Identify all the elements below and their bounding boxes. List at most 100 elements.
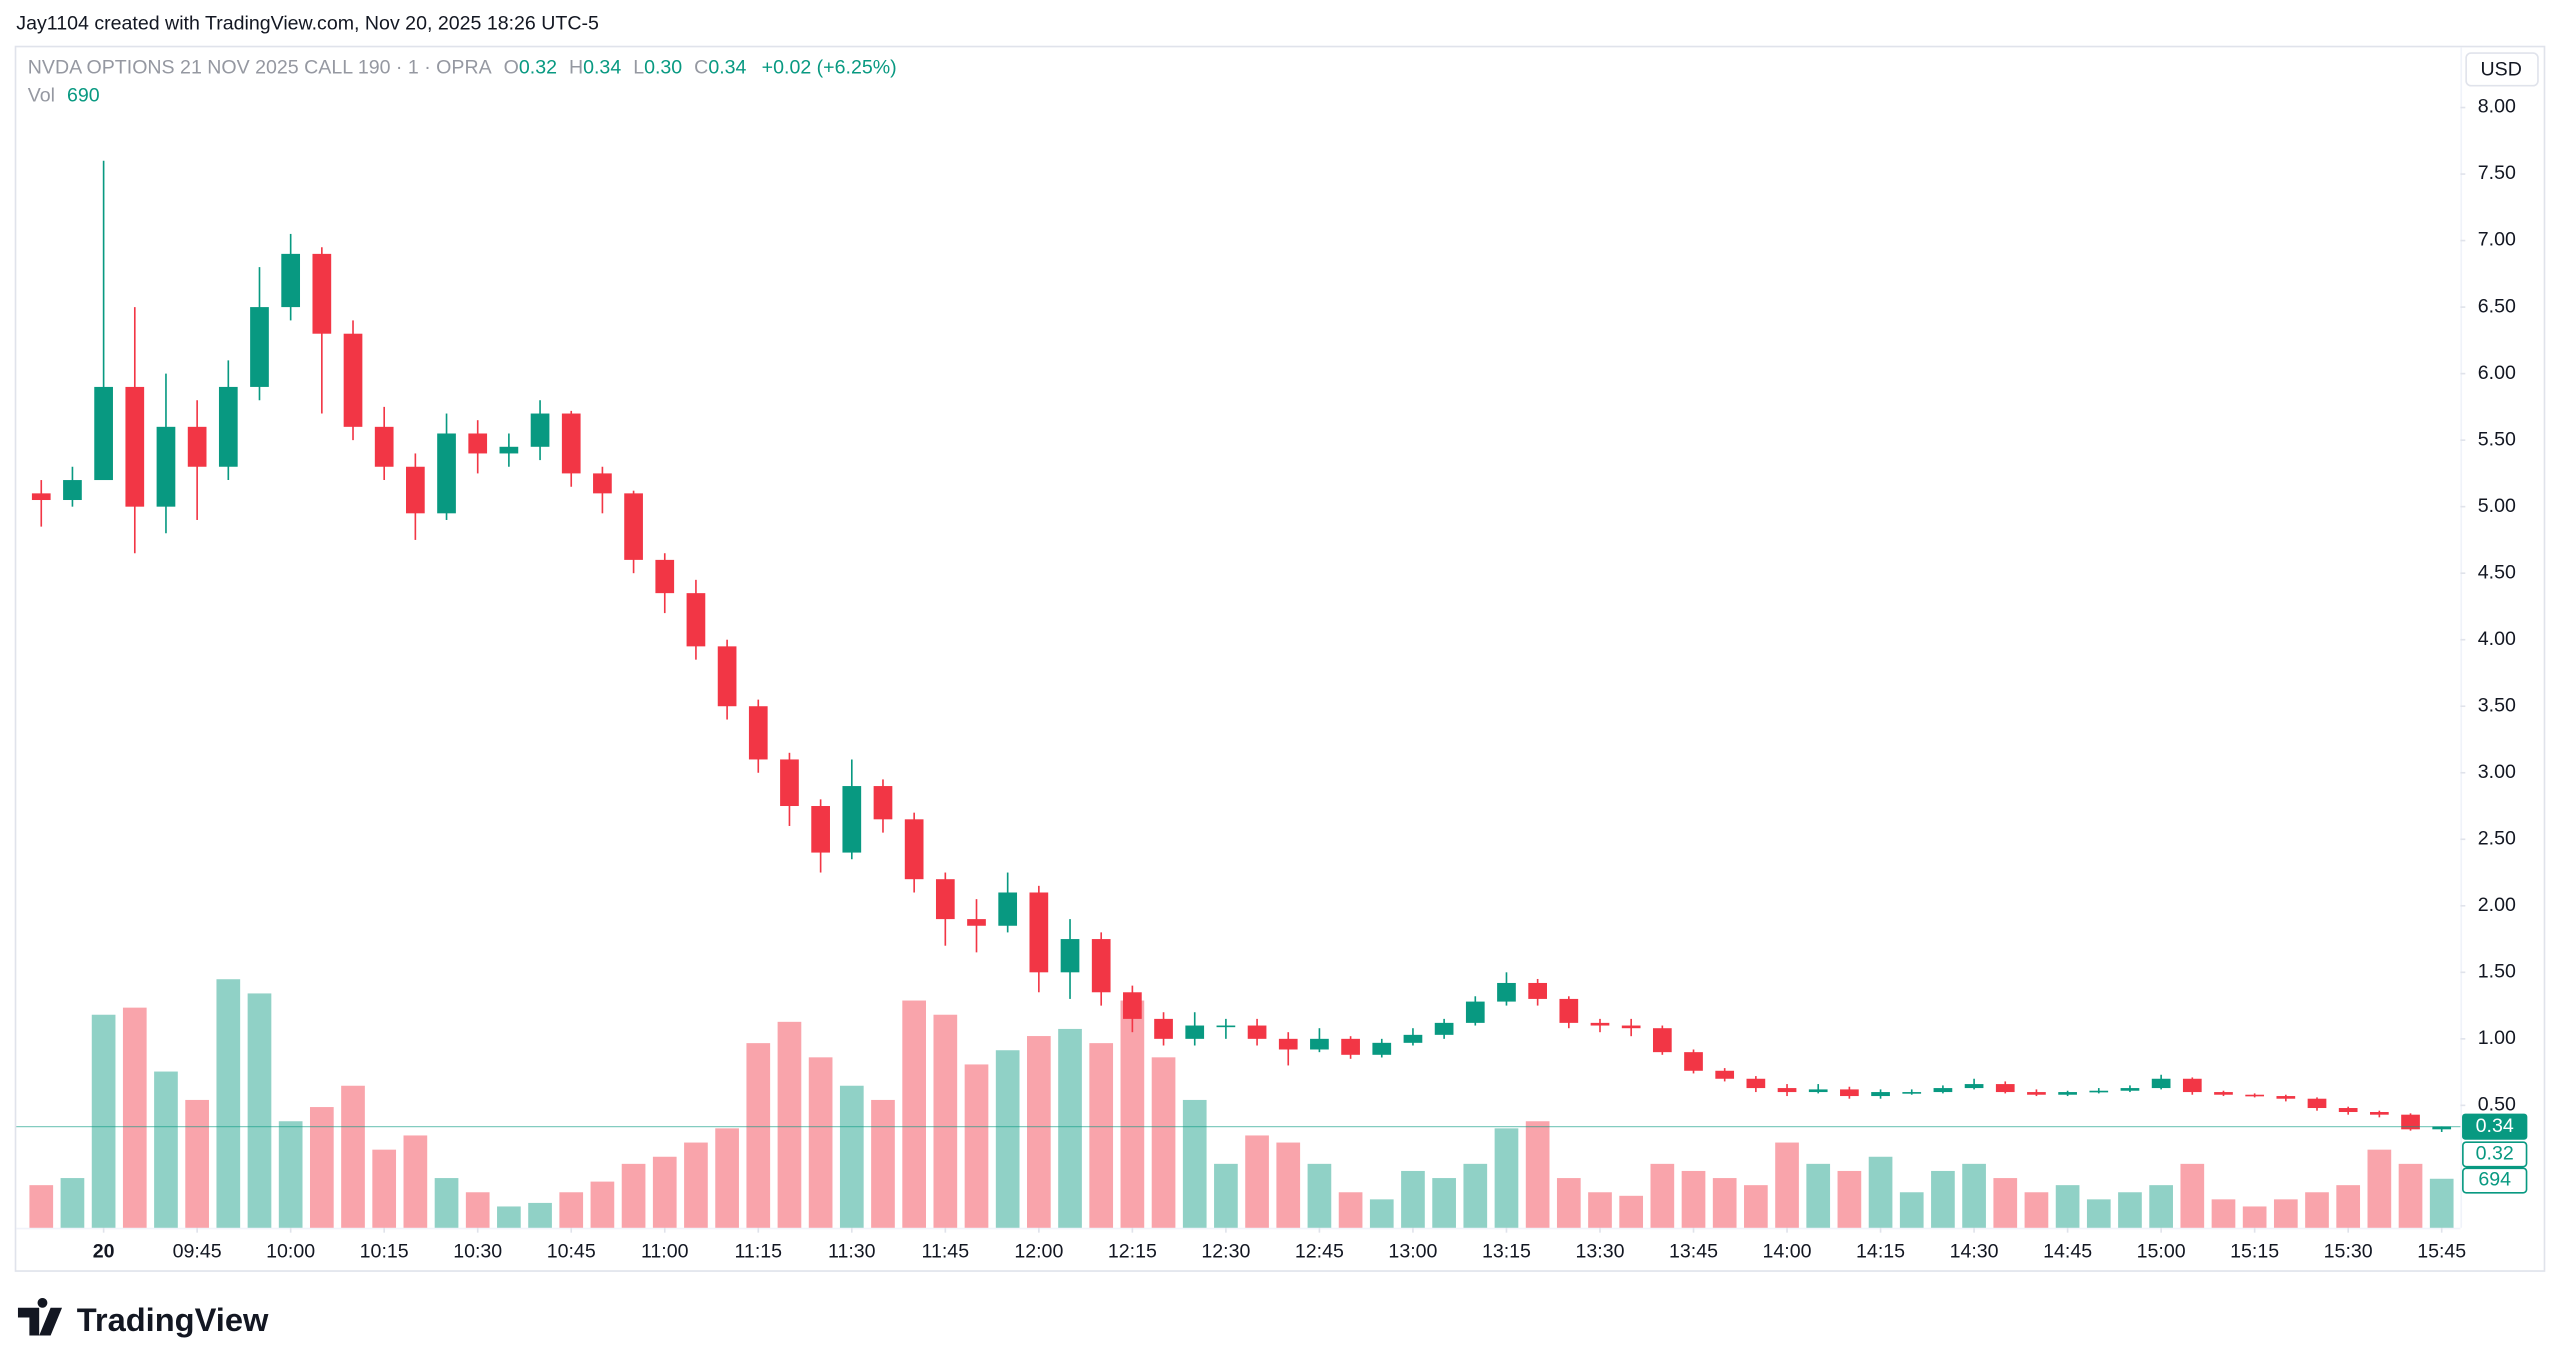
candle-body [655,559,675,594]
candle-body [1590,1022,1610,1026]
candle-body [468,433,488,454]
candle-body [2245,1094,2265,1097]
y-tick-label: 1.50 [2478,960,2516,982]
candle-body [1216,1025,1236,1028]
x-tick-label: 13:45 [1669,1240,1718,1262]
candle-body [717,646,737,707]
currency[interactable]: USD [2481,58,2522,80]
candle-body [2338,1108,2358,1113]
candle-body [2432,1126,2452,1130]
x-tick-label: 10:30 [453,1240,502,1262]
x-tick-label: 11:45 [922,1240,970,1262]
volume-bar [185,1099,209,1228]
candle-body [2151,1078,2171,1089]
volume-bar [964,1064,989,1228]
candle-body [63,480,82,501]
volume-bar [1151,1057,1176,1228]
candle-body [811,806,830,853]
ohlc-label: L [633,57,644,79]
candle-body [2307,1098,2327,1109]
volume-label: Vol [28,85,55,107]
y-tick-label: 7.50 [2478,162,2516,184]
chart-frame [14,45,2546,1272]
candle-body [904,819,924,880]
x-tick-label: 12:45 [1295,1240,1344,1262]
volume-bar [278,1121,303,1228]
x-tick-label: 14:15 [1856,1240,1905,1262]
volume-bar [309,1107,334,1228]
volume-bar [465,1192,490,1228]
candle-body [2089,1090,2109,1093]
x-tick-label: 10:00 [266,1240,315,1262]
x-tick-label: 11:00 [641,1240,689,1262]
volume-bar [29,1185,54,1228]
candle-body [593,473,612,494]
candle-body [343,333,363,427]
candle-body [1497,982,1516,1002]
x-tick-label: 12:30 [1201,1240,1250,1262]
candle-body [2276,1096,2296,1099]
ohlc-value: 0.34 [708,57,746,79]
volume-bar [216,979,241,1228]
ohlc-value: 0.34 [583,57,621,79]
volume-bar [1182,1099,1207,1228]
candle-body [1029,892,1049,973]
candle-body [499,446,519,454]
candle-body [2120,1088,2140,1091]
candle-body [406,466,425,514]
volume-bar [497,1206,521,1228]
volume-bar [60,1178,85,1228]
volume-bar [1899,1192,1924,1228]
x-tick-label: 15:45 [2417,1240,2466,1262]
volume-bar [2336,1185,2361,1228]
volume-bar [434,1178,459,1228]
volume-bar [1806,1163,1831,1228]
volume-bar [2180,1163,2205,1228]
candle-body [1247,1025,1267,1039]
volume-bar [2086,1199,2111,1228]
candle-body [1528,982,1547,999]
volume-bar [1027,1036,1051,1228]
candle-body [2214,1092,2233,1095]
candle-body [1372,1042,1392,1055]
volume-bar [1058,1028,1082,1228]
volume-bar [1681,1170,1706,1228]
volume-bar [1744,1185,1768,1228]
volume-bar [2242,1206,2267,1228]
currency-button[interactable] [2465,52,2539,87]
candle-body [31,493,51,501]
volume-bar [1432,1178,1456,1228]
x-tick-label: 14:00 [1763,1240,1812,1262]
volume-bar [2118,1192,2142,1228]
plot: 0.50 1.00 1.50 2.00 2.50 3.00 3.50 4.00 4.50 5.00… [16,96,2528,1262]
volume-bar [1962,1163,1986,1228]
volume-bar [1619,1195,1644,1228]
candle-body [281,253,301,308]
candle-body [437,433,456,514]
candle-body [187,426,207,467]
candle-body [1808,1089,1828,1093]
x-tick-label: 14:45 [2043,1240,2092,1262]
candle-body [2027,1092,2046,1095]
candle-body [1777,1088,1797,1093]
candle-body [1840,1089,1859,1097]
x-tick-label: 09:45 [173,1240,222,1262]
candle-body [1278,1038,1298,1050]
candle-body [218,386,238,467]
volume-bar [91,1014,116,1228]
x-tick-label: 15:15 [2230,1240,2279,1262]
volume-bar [1868,1156,1893,1228]
candle-body [312,253,332,334]
candle-body [780,759,799,807]
x-tick-label: 14:30 [1950,1240,1999,1262]
volume-bar [2149,1185,2173,1228]
ohlc-value: 0.32 [519,57,557,79]
volume-bar [403,1135,428,1228]
candle-body [1185,1025,1205,1039]
x-tick-label: 11:15 [735,1240,783,1262]
x-tick-label: 10:45 [547,1240,596,1262]
y-tick-label: 3.50 [2478,694,2516,716]
y-tick-label: 4.00 [2478,628,2516,650]
